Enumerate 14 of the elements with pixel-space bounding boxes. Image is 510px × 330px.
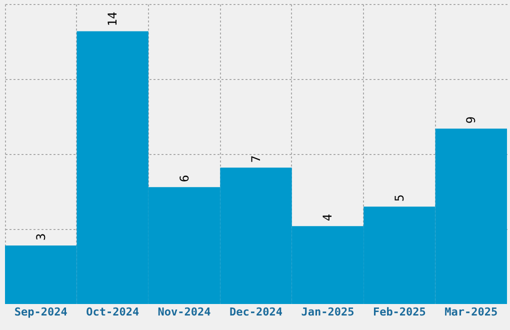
data-label: 3 <box>34 233 48 241</box>
data-label: 7 <box>249 155 263 163</box>
data-label: 4 <box>320 214 335 222</box>
x-tick-label: Mar-2025 <box>444 306 498 318</box>
data-label: 5 <box>392 194 406 202</box>
x-tick-label: Nov-2024 <box>158 306 212 318</box>
x-tick-label: Sep-2024 <box>14 306 68 318</box>
x-tick-label: Oct-2024 <box>86 306 140 318</box>
x-tick-label: Jan-2025 <box>301 306 354 318</box>
data-label: 9 <box>464 116 478 124</box>
x-tick-label: Dec-2024 <box>230 306 283 318</box>
x-tick-label: Feb-2025 <box>372 306 426 318</box>
data-label: 6 <box>177 174 192 182</box>
data-label: 14 <box>106 12 120 26</box>
